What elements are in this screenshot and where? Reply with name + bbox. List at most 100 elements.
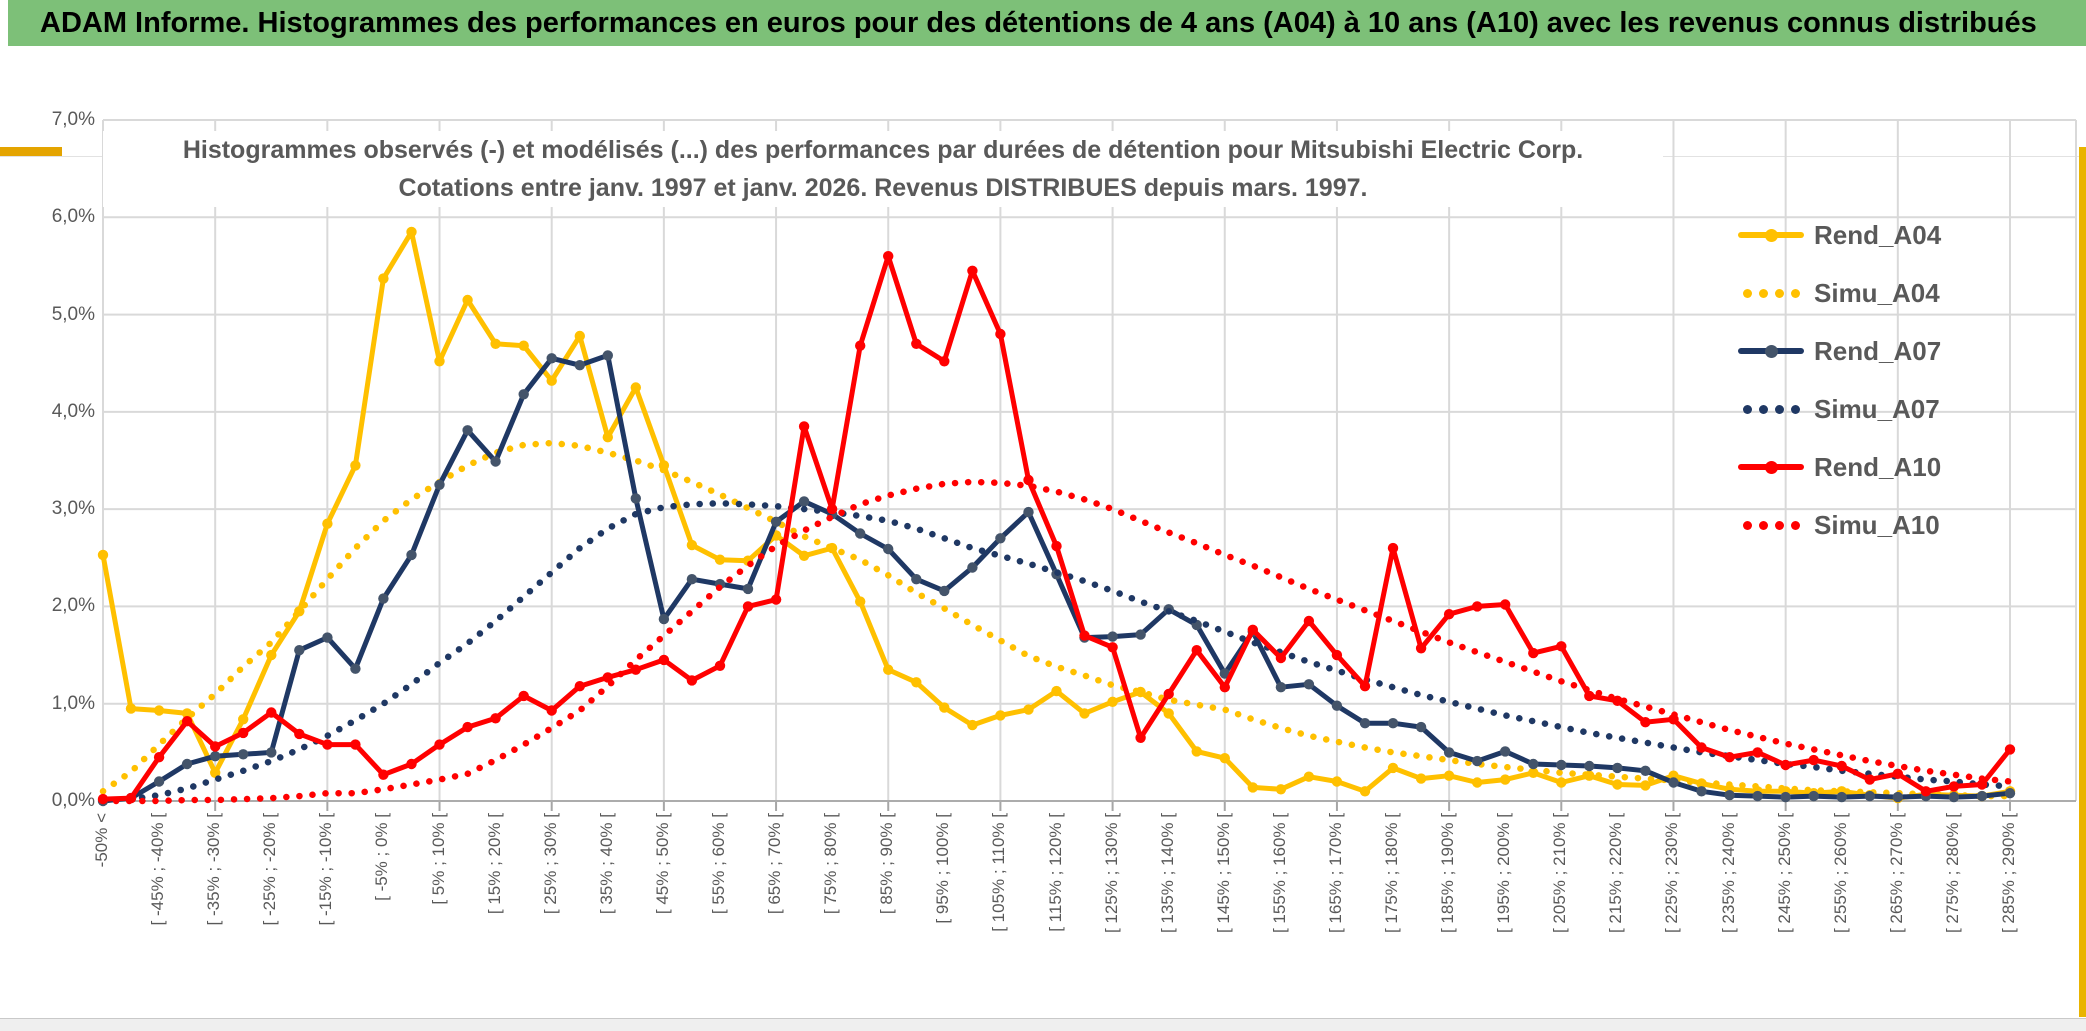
marker-Rend_A10 xyxy=(826,503,838,515)
marker-Rend_A10 xyxy=(1920,786,1932,797)
marker-Rend_A07 xyxy=(1836,791,1847,803)
y-axis-label: 2,0% xyxy=(51,595,95,617)
marker-Rend_A07 xyxy=(378,593,389,604)
marker-Rend_A04 xyxy=(630,382,641,393)
marker-Rend_A07 xyxy=(1864,790,1876,802)
marker-Rend_A10 xyxy=(1331,649,1343,661)
legend-item-Simu_A10[interactable]: Simu_A10 xyxy=(1738,496,1941,554)
chart-title-line2: Cotations entre janv. 1997 et janv. 2026… xyxy=(398,174,1368,202)
marker-Rend_A10 xyxy=(2004,744,2016,755)
marker-Rend_A04 xyxy=(1500,774,1511,785)
marker-Rend_A07 xyxy=(1275,682,1287,693)
x-axis-label: [ -5% ; 0% [ xyxy=(372,813,392,901)
marker-Rend_A07 xyxy=(1135,629,1146,640)
x-axis-label: [ 5% ; 10% [ xyxy=(428,813,448,905)
marker-Rend_A04 xyxy=(238,714,249,725)
marker-Rend_A10 xyxy=(462,721,473,733)
marker-Rend_A04 xyxy=(1472,777,1483,788)
marker-Rend_A04 xyxy=(1163,708,1174,719)
marker-Rend_A07 xyxy=(770,516,782,527)
marker-Rend_A04 xyxy=(574,330,585,342)
marker-Rend_A10 xyxy=(1163,688,1174,700)
marker-Rend_A07 xyxy=(1472,755,1483,767)
x-axis-label: [ 45% ; 50% [ xyxy=(652,813,672,915)
legend-item-Rend_A07[interactable]: Rend_A07 xyxy=(1738,322,1941,380)
marker-Rend_A07 xyxy=(490,456,501,467)
dotted-line-icon xyxy=(1738,288,1804,298)
legend-item-Rend_A10[interactable]: Rend_A10 xyxy=(1738,438,1941,496)
legend-label: Simu_A10 xyxy=(1814,509,1940,540)
x-axis-label: [ 165% ; 170% [ xyxy=(1325,813,1345,934)
x-axis-label: [ -35% ; -30% [ xyxy=(204,813,224,926)
horizontal-scrollbar-track[interactable] xyxy=(0,1018,2086,1031)
marker-Rend_A07 xyxy=(1584,760,1595,772)
marker-Rend_A04 xyxy=(1303,771,1315,782)
x-axis-label: [ 135% ; 140% [ xyxy=(1157,813,1177,934)
marker-Rend_A10 xyxy=(742,601,754,612)
x-axis-label: -50% < xyxy=(92,813,111,868)
series-Rend_A10 xyxy=(100,253,2013,802)
marker-Rend_A10 xyxy=(1079,630,1090,641)
marker-Rend_A07 xyxy=(1724,790,1735,801)
marker-Rend_A10 xyxy=(1696,742,1707,753)
legend-item-Simu_A07[interactable]: Simu_A07 xyxy=(1738,380,1941,438)
line-marker-icon xyxy=(1738,460,1804,474)
marker-Rend_A07 xyxy=(2004,788,2016,799)
marker-Rend_A10 xyxy=(1640,717,1651,728)
chart-title: Histogrammes observés (-) et modélisés (… xyxy=(103,131,1663,207)
marker-Rend_A10 xyxy=(1612,695,1623,706)
marker-Rend_A10 xyxy=(1303,615,1315,627)
marker-Rend_A10 xyxy=(181,716,193,727)
x-axis-label: [ 145% ; 150% [ xyxy=(1213,813,1233,934)
marker-Rend_A04 xyxy=(153,705,165,716)
series-Rend_A04 xyxy=(100,229,2013,801)
x-axis-label: [ 255% ; 260% [ xyxy=(1830,813,1850,934)
marker-Rend_A07 xyxy=(1023,506,1034,518)
marker-Rend_A07 xyxy=(1556,759,1567,771)
marker-Rend_A07 xyxy=(1612,762,1623,774)
marker-Rend_A10 xyxy=(1780,759,1791,771)
x-axis-label: [ 195% ; 200% [ xyxy=(1494,813,1514,934)
x-axis-label: [ 35% ; 40% [ xyxy=(596,813,616,915)
marker-Rend_A04 xyxy=(1191,746,1202,757)
marker-Rend_A10 xyxy=(1808,754,1819,766)
line-marker-icon xyxy=(1738,344,1804,358)
marker-Rend_A10 xyxy=(1584,690,1595,702)
x-axis-label: [ -45% ; -40% [ xyxy=(148,813,168,926)
dotted-line-icon xyxy=(1738,520,1804,530)
marker-Rend_A10 xyxy=(1359,681,1371,692)
legend-label: Simu_A07 xyxy=(1814,393,1940,424)
marker-Rend_A07 xyxy=(883,543,894,555)
y-axis-label: 3,0% xyxy=(51,498,95,520)
marker-Rend_A04 xyxy=(1275,784,1287,795)
legend-item-Rend_A04[interactable]: Rend_A04 xyxy=(1738,206,1941,264)
marker-Rend_A07 xyxy=(322,632,333,643)
marker-Rend_A07 xyxy=(1500,746,1511,757)
marker-Rend_A10 xyxy=(630,664,641,675)
x-axis-label: [ 185% ; 190% [ xyxy=(1438,813,1458,934)
y-axis-label: 1,0% xyxy=(51,692,95,714)
marker-Rend_A10 xyxy=(770,594,782,605)
marker-Rend_A04 xyxy=(546,375,557,386)
marker-Rend_A10 xyxy=(1976,779,1988,790)
right-gold-edge xyxy=(2079,147,2086,1017)
marker-Rend_A07 xyxy=(1415,721,1427,733)
marker-Rend_A07 xyxy=(1752,790,1763,802)
marker-Rend_A07 xyxy=(238,749,249,760)
legend-item-Simu_A04[interactable]: Simu_A04 xyxy=(1738,264,1941,322)
marker-Rend_A04 xyxy=(883,664,894,675)
x-axis-label: [ 245% ; 250% [ xyxy=(1774,813,1794,934)
marker-Rend_A07 xyxy=(1780,791,1791,803)
marker-Rend_A04 xyxy=(1247,782,1259,793)
y-axis-label: 0,0% xyxy=(51,790,95,811)
x-axis-label: [ -25% ; -20% [ xyxy=(260,813,280,926)
marker-Rend_A10 xyxy=(714,660,726,671)
marker-Rend_A07 xyxy=(1443,747,1455,758)
dotted-line-icon xyxy=(1738,404,1804,414)
chart-title-line1: Histogrammes observés (-) et modélisés (… xyxy=(182,136,1584,164)
marker-Rend_A04 xyxy=(1443,770,1455,781)
marker-Rend_A10 xyxy=(686,675,698,686)
marker-Rend_A07 xyxy=(1668,777,1679,788)
marker-Rend_A07 xyxy=(686,574,698,585)
